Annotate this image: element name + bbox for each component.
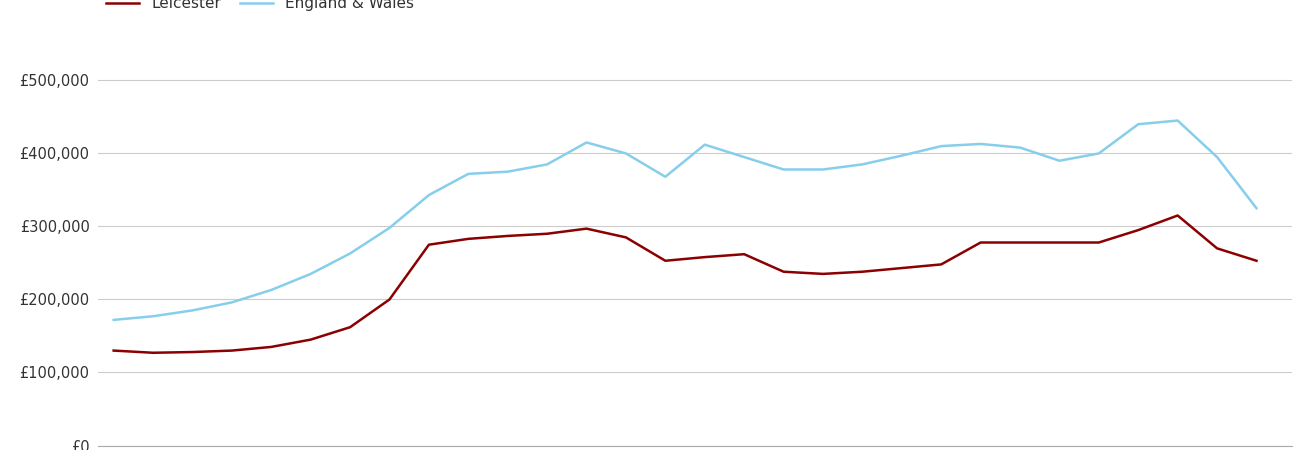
England & Wales [894, 153, 910, 158]
Leicester [972, 240, 988, 245]
Leicester [697, 254, 713, 260]
Leicester [816, 271, 831, 277]
England & Wales [145, 314, 161, 319]
England & Wales [1169, 118, 1185, 123]
Leicester [106, 348, 121, 353]
England & Wales [422, 192, 437, 198]
Leicester [775, 269, 791, 274]
Leicester [145, 350, 161, 356]
England & Wales [736, 154, 752, 160]
England & Wales [578, 140, 594, 145]
Line: England & Wales: England & Wales [114, 121, 1257, 320]
Legend: Leicester, England & Wales: Leicester, England & Wales [106, 0, 415, 12]
England & Wales [461, 171, 476, 176]
England & Wales [264, 287, 279, 292]
England & Wales [381, 225, 397, 230]
Leicester [461, 236, 476, 242]
Leicester [500, 233, 515, 238]
Leicester [422, 242, 437, 248]
England & Wales [1091, 151, 1107, 156]
England & Wales [184, 308, 200, 313]
Leicester [1249, 258, 1265, 263]
Leicester [658, 258, 673, 263]
Leicester [342, 324, 358, 330]
England & Wales [775, 167, 791, 172]
Leicester [539, 231, 555, 236]
England & Wales [303, 271, 318, 277]
Leicester [578, 226, 594, 231]
England & Wales [619, 151, 634, 156]
Leicester [303, 337, 318, 342]
Leicester [1091, 240, 1107, 245]
Leicester [855, 269, 870, 274]
England & Wales [342, 251, 358, 256]
England & Wales [816, 167, 831, 172]
England & Wales [106, 317, 121, 323]
England & Wales [1130, 122, 1146, 127]
Leicester [381, 297, 397, 302]
Leicester [1130, 227, 1146, 233]
Leicester [1169, 213, 1185, 218]
Leicester [1210, 246, 1225, 251]
Leicester [184, 349, 200, 355]
Leicester [619, 235, 634, 240]
Leicester [1052, 240, 1067, 245]
Leicester [224, 348, 240, 353]
England & Wales [933, 144, 949, 149]
England & Wales [1013, 145, 1028, 150]
Leicester [1013, 240, 1028, 245]
Leicester [736, 252, 752, 257]
Line: Leicester: Leicester [114, 216, 1257, 353]
England & Wales [972, 141, 988, 147]
England & Wales [855, 162, 870, 167]
Leicester [264, 344, 279, 350]
England & Wales [1249, 206, 1265, 211]
England & Wales [658, 174, 673, 180]
England & Wales [1210, 154, 1225, 160]
England & Wales [697, 142, 713, 147]
England & Wales [1052, 158, 1067, 163]
England & Wales [539, 162, 555, 167]
England & Wales [500, 169, 515, 175]
Leicester [894, 266, 910, 271]
England & Wales [224, 300, 240, 305]
Leicester [933, 262, 949, 267]
